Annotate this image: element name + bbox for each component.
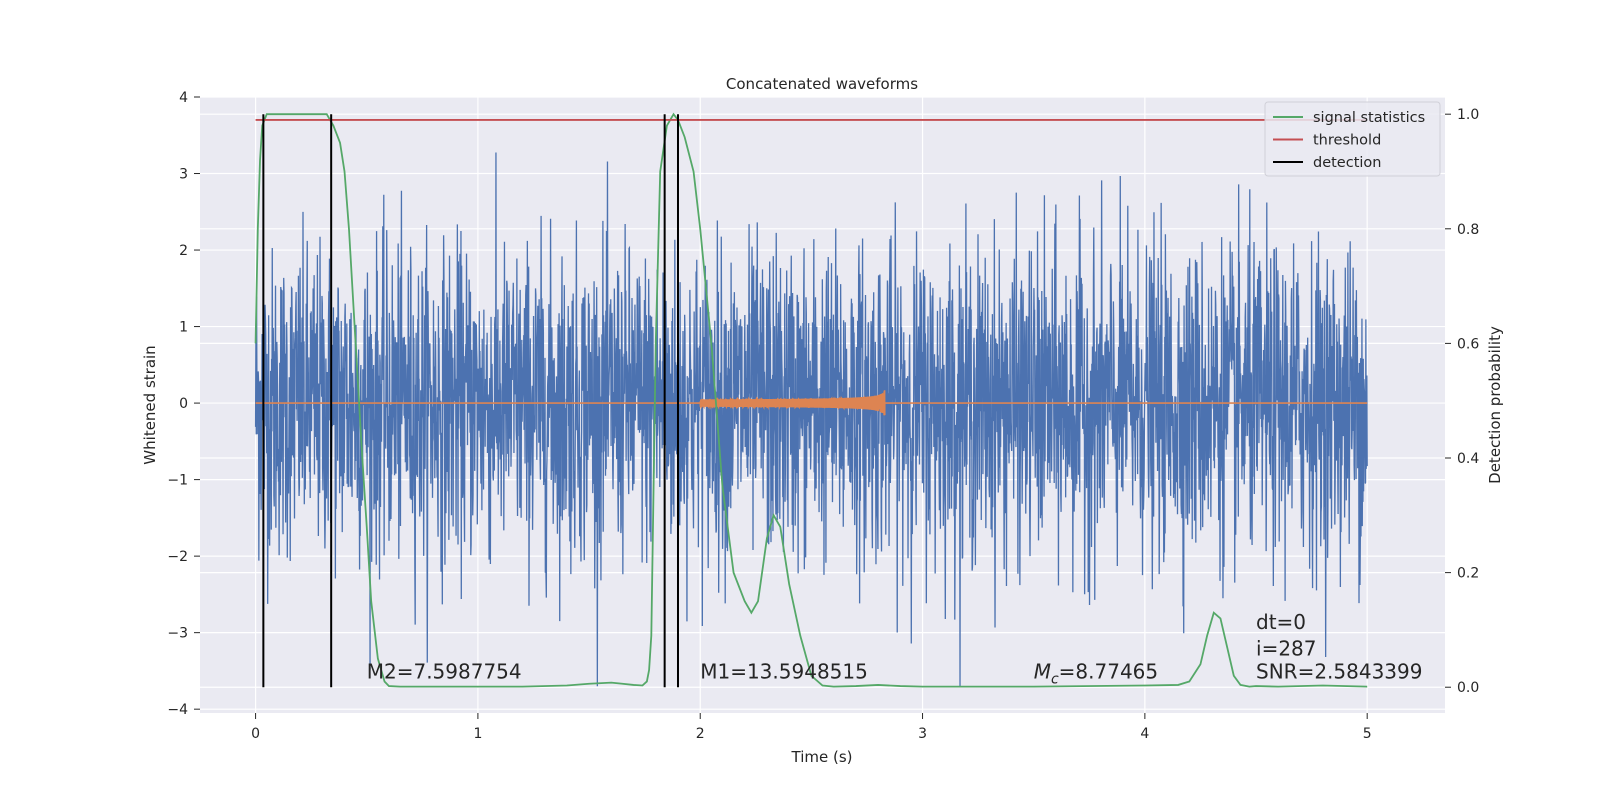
y2-axis-label: Detection probability: [1486, 326, 1504, 484]
x-tick-label: 0: [251, 726, 260, 742]
legend-box: [1264, 101, 1441, 177]
y-tick-label: 2: [179, 243, 188, 259]
grid: [200, 96, 1445, 713]
series-layer: [254, 112, 1368, 688]
annotation-text: SNR=2.5843399: [1256, 660, 1422, 684]
axes: 0 1 2 3 4 5 −4 −3 −2 −1 0 1 2 3 4 0.0 0.2 0.4 0.6 0.8 1.0: [167, 90, 1479, 742]
y-tick-label: 4: [179, 90, 188, 106]
annotation-text: i=287: [1256, 637, 1317, 661]
legend-label: signal statistics: [1313, 110, 1425, 126]
y-tick-label: −3: [167, 626, 188, 642]
y2-tick-label: 0.8: [1457, 222, 1479, 238]
legend-label: threshold: [1313, 133, 1381, 149]
y-axis-label: Whitened strain: [141, 345, 159, 464]
series-line-strain: [254, 152, 1368, 687]
y-tick-label: 1: [179, 320, 188, 336]
annotation-text: dt=0: [1256, 610, 1306, 634]
x-tick-label: 5: [1363, 726, 1372, 742]
annotation-text: Mc=8.77465: [1034, 660, 1158, 688]
x-axis-label: Time (s): [791, 748, 853, 766]
x-tick-label: 4: [1140, 726, 1149, 742]
y2-tick-label: 0.6: [1457, 336, 1479, 352]
legend: signal statistics threshold detection: [1264, 101, 1441, 177]
x-tick-label: 2: [696, 726, 705, 742]
y-tick-label: 0: [179, 396, 188, 412]
y-tick-label: −1: [167, 473, 188, 489]
series-line-signal-statistics: [254, 112, 1368, 688]
annotation-text: M1=13.5948515: [700, 660, 868, 684]
y2-tick-label: 0.2: [1457, 566, 1479, 582]
y-tick-label: −2: [167, 549, 188, 565]
y2-tick-label: 0.0: [1457, 680, 1479, 696]
chart-title: Concatenated waveforms: [726, 75, 918, 93]
x-tick-label: 1: [473, 726, 482, 742]
y2-tick-label: 0.4: [1457, 451, 1479, 467]
y-tick-label: −4: [167, 702, 188, 718]
x-tick-label: 3: [918, 726, 927, 742]
annotation-text: M2=7.5987754: [367, 660, 522, 684]
y-tick-label: 3: [179, 167, 188, 183]
annotations: M2=7.5987754 M1=13.5948515 Mc=8.77465 dt=0 i…: [367, 610, 1423, 688]
legend-label: detection: [1313, 155, 1381, 171]
y2-tick-label: 1.0: [1457, 107, 1479, 123]
series-line-waveform: [255, 390, 1368, 416]
